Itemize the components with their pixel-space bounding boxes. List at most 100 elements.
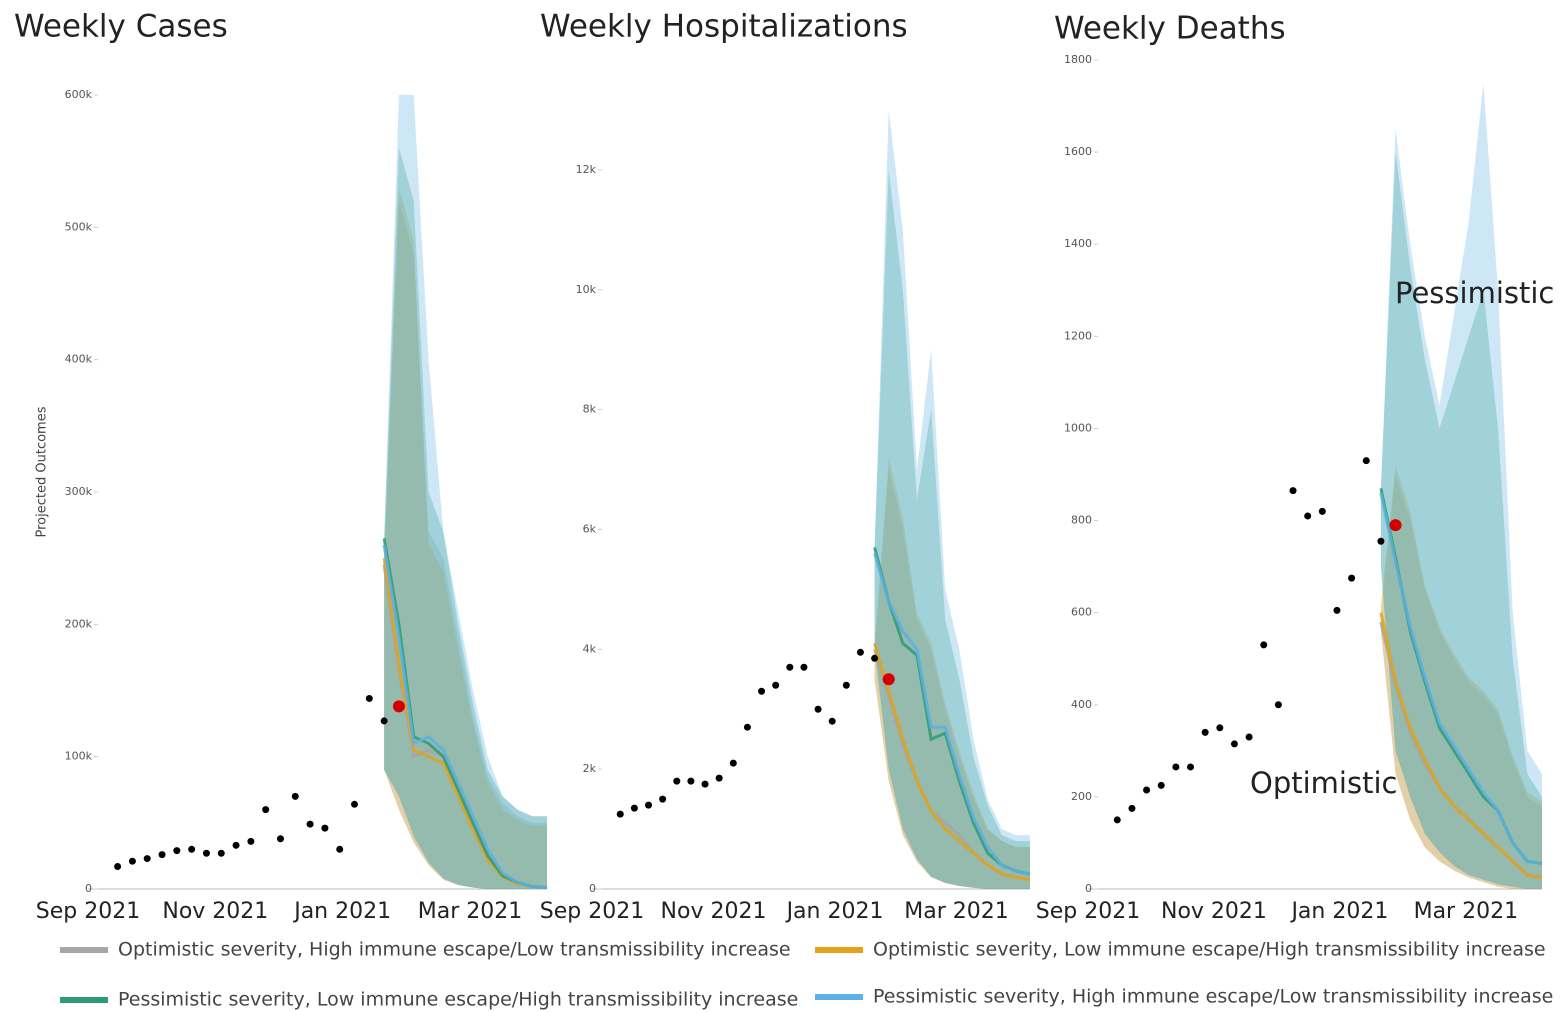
observed-point xyxy=(173,847,181,855)
y-tick-label: 1600 xyxy=(1064,145,1092,158)
observed-point xyxy=(1128,804,1136,812)
legend-label: Pessimistic severity, Low immune escape/… xyxy=(118,989,798,1011)
observed-point xyxy=(786,663,794,671)
observed-point xyxy=(630,804,638,812)
band xyxy=(384,187,547,890)
annotation: Pessimistic xyxy=(1395,276,1554,310)
y-tick-label: 1800 xyxy=(1064,53,1092,66)
y-tick-label: 6k xyxy=(583,522,597,535)
observed-point xyxy=(128,857,136,865)
observed-point xyxy=(842,681,850,689)
observed-point xyxy=(1304,512,1312,520)
observed-point xyxy=(1201,728,1209,736)
observed-point xyxy=(1318,507,1326,515)
observed-point xyxy=(743,723,751,731)
y-tick-label: 1000 xyxy=(1064,421,1092,434)
observed-point xyxy=(871,654,879,662)
x-tick-label: Jan 2021 xyxy=(292,899,391,924)
observed-point xyxy=(262,806,270,814)
band xyxy=(384,200,547,889)
median-line xyxy=(1379,612,1543,879)
chart-title: Weekly Deaths xyxy=(1054,11,1286,47)
legend-label: Optimistic severity, Low immune escape/H… xyxy=(873,939,1546,961)
observed-point xyxy=(1274,701,1282,709)
band xyxy=(1380,474,1542,889)
y-tick-label: 400k xyxy=(65,353,93,366)
y-tick-label: 12k xyxy=(576,163,597,176)
y-tick-label: 400 xyxy=(1071,698,1092,711)
chart-title: Weekly Cases xyxy=(14,9,228,45)
observed-point xyxy=(143,855,151,863)
observed-point xyxy=(321,824,329,832)
observed-point xyxy=(1113,816,1121,824)
observed-point xyxy=(351,800,359,808)
y-tick-label: 500k xyxy=(65,220,93,233)
y-tick-label: 8k xyxy=(583,403,597,416)
y-tick-label: 1200 xyxy=(1064,329,1092,342)
y-tick-label: 1400 xyxy=(1064,237,1092,250)
observed-point xyxy=(306,820,314,828)
observed-point xyxy=(158,851,166,859)
observed-point xyxy=(365,694,373,702)
observed-point xyxy=(291,792,299,800)
observed-point xyxy=(1377,537,1385,545)
x-tick-label: Mar 2021 xyxy=(904,899,1009,924)
y-tick-label: 200k xyxy=(65,617,93,630)
latest-point xyxy=(392,700,405,713)
y-tick-label: 600 xyxy=(1071,606,1092,619)
observed-point xyxy=(701,780,709,788)
y-tick-label: 4k xyxy=(583,642,597,655)
median-line xyxy=(382,544,548,890)
panel: Weekly Hospitalizations 0 2k 4k 6k 8k 10k 12k Se… xyxy=(540,9,1031,924)
observed-point xyxy=(645,801,653,809)
observed-point xyxy=(247,837,255,845)
observed-point xyxy=(1157,781,1165,789)
y-tick-label: 0 xyxy=(85,882,92,895)
x-tick-label: Jan 2021 xyxy=(785,899,884,924)
band xyxy=(874,457,1030,889)
observed-point xyxy=(336,845,344,853)
latest-point xyxy=(1389,519,1402,532)
observed-point xyxy=(1172,763,1180,771)
observed-point xyxy=(217,849,225,857)
observed-point xyxy=(1362,457,1370,465)
x-tick-label: Sep 2021 xyxy=(36,899,140,924)
observed-point xyxy=(729,759,737,767)
band xyxy=(874,469,1030,889)
band xyxy=(1380,152,1542,890)
band xyxy=(1380,83,1542,890)
observed-point xyxy=(1245,733,1253,741)
observed-point xyxy=(616,810,624,818)
observed-point xyxy=(758,687,766,695)
x-tick-label: Sep 2021 xyxy=(1036,899,1140,924)
latest-point xyxy=(882,673,895,686)
legend-label: Optimistic severity, High immune escape/… xyxy=(118,939,791,961)
observed-point xyxy=(687,777,695,785)
panel: Weekly Cases 0 100k 200k 300k 400k 500k 600k Sep… xyxy=(14,9,548,924)
median-line xyxy=(873,552,1031,876)
panel: Weekly Deaths 0 200 400 600 800 1000 1200 1400 16… xyxy=(1036,11,1555,925)
band xyxy=(1380,465,1542,889)
median-line xyxy=(1379,492,1543,866)
band xyxy=(874,169,1030,890)
y-tick-label: 2k xyxy=(583,762,597,775)
y-axis-label: Projected Outcomes xyxy=(35,406,50,537)
y-tick-label: 600k xyxy=(65,88,93,101)
observed-point xyxy=(772,681,780,689)
band xyxy=(384,95,547,889)
band xyxy=(874,109,1030,889)
x-tick-label: Nov 2021 xyxy=(162,899,268,924)
x-tick-label: Jan 2021 xyxy=(1289,899,1388,924)
observed-point xyxy=(673,777,681,785)
observed-point xyxy=(1216,724,1224,732)
observed-point xyxy=(1333,606,1341,614)
x-tick-label: Nov 2021 xyxy=(1161,899,1267,924)
y-tick-label: 0 xyxy=(589,882,596,895)
y-tick-label: 800 xyxy=(1071,514,1092,527)
observed-point xyxy=(1143,786,1151,794)
chart-title: Weekly Hospitalizations xyxy=(540,9,908,45)
band xyxy=(384,147,547,889)
x-tick-label: Sep 2021 xyxy=(540,899,644,924)
observed-point xyxy=(1348,574,1356,582)
observed-point xyxy=(800,663,808,671)
